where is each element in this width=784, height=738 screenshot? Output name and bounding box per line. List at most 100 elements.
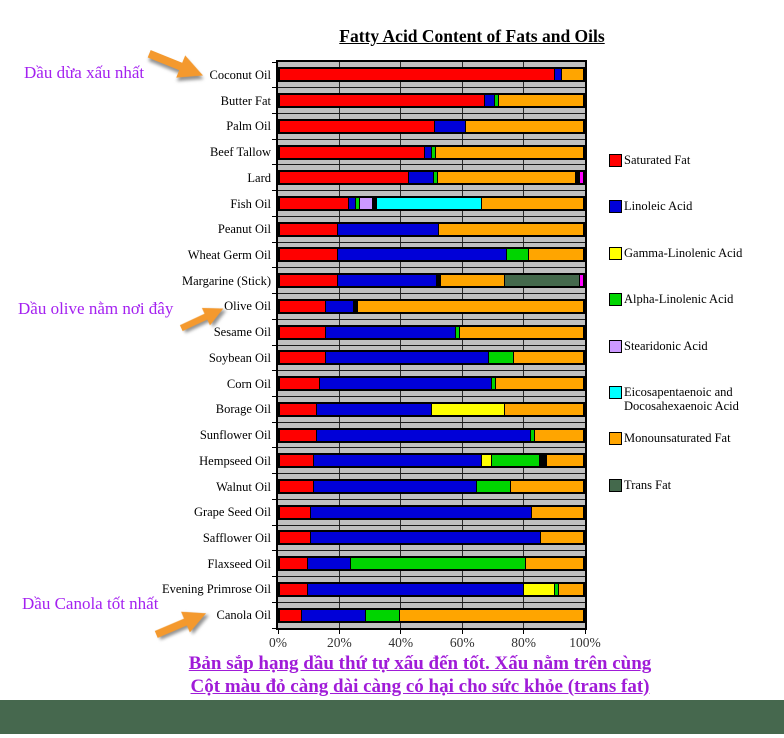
segment-saturated [280, 326, 326, 338]
y-axis-tick [272, 524, 276, 526]
legend-item-alpha: Alpha-Linolenic Acid [609, 292, 734, 307]
y-axis-label: Grape Seed Oil [193, 505, 271, 520]
y-axis-label: Corn Oil [226, 376, 271, 391]
segment-divider [540, 455, 548, 467]
y-axis-label: Lard [247, 170, 271, 185]
segment-mono [358, 300, 583, 312]
y-axis-label: Beef Tallow [209, 145, 271, 160]
segment-divider [436, 275, 441, 287]
segment-mono [514, 352, 583, 364]
y-axis-label: Soybean Oil [208, 350, 271, 365]
segment-linoleic [314, 481, 477, 492]
x-axis-label: 80% [511, 635, 536, 650]
segment-linoleic [313, 455, 482, 467]
segment-saturated [280, 583, 308, 595]
legend-label: Trans Fat [624, 477, 672, 492]
segment-saturated [280, 429, 317, 441]
chart-title: Fatty Acid Content of Fats and Oils [339, 26, 605, 46]
row-gridline [278, 267, 585, 269]
segment-mono [526, 558, 583, 570]
caption-line-2: Cột màu đỏ càng dài càng có hại cho sức … [190, 676, 650, 697]
segment-saturated [280, 506, 312, 518]
y-axis-tick [272, 87, 276, 89]
plot-area [276, 60, 587, 630]
y-axis-label: Evening Primrose Oil [161, 582, 271, 597]
row-gridline [278, 164, 585, 166]
segment-mono [465, 120, 583, 132]
row-gridline [278, 215, 585, 217]
y-axis-tick [272, 190, 276, 192]
y-axis-tick [272, 215, 276, 217]
y-axis-tick [272, 576, 276, 578]
y-axis-tick [272, 318, 276, 320]
bar-evening-primrose-oil [278, 581, 585, 597]
bar-sesame-oil [278, 324, 585, 340]
linoleic-swatch-icon [609, 200, 622, 214]
segment-linoleic [349, 198, 357, 209]
y-axis-label: Walnut Oil [216, 479, 271, 494]
segment-saturated [280, 120, 435, 132]
segment-mono [400, 609, 583, 621]
y-axis-tick [272, 421, 276, 423]
segment-mono [535, 429, 583, 441]
bar-walnut-oil [278, 479, 585, 494]
segment-alpha [492, 378, 496, 390]
legend-label: Alpha-Linolenic Acid [624, 292, 734, 307]
y-axis-label: Wheat Germ Oil [187, 247, 271, 262]
y-axis-label: Sunflower Oil [199, 428, 271, 443]
segment-mono [529, 249, 583, 261]
segment-alpha [489, 352, 514, 364]
segment-linoleic [308, 558, 351, 570]
row-gridline [278, 344, 585, 346]
y-axis-label: Borage Oil [215, 402, 271, 417]
saturated-swatch-icon [609, 154, 622, 167]
segment-mono [505, 403, 583, 415]
x-axis-tick [523, 630, 525, 634]
y-axis-label: Coconut Oil [209, 67, 271, 82]
bar-grape-seed-oil [278, 504, 585, 520]
row-gridline [278, 498, 585, 500]
segment-saturated [280, 403, 317, 415]
row-gridline [278, 601, 585, 603]
olive-arrow-icon [179, 307, 224, 332]
y-axis-tick [272, 627, 276, 629]
segment-gamma [524, 583, 556, 595]
legend-label: Stearidonic Acid [624, 338, 708, 353]
row-gridline [278, 87, 585, 89]
segment-mono [531, 506, 583, 518]
bar-flaxseed-oil [278, 556, 585, 572]
segment-saturated [280, 300, 326, 312]
segment-saturated [280, 481, 314, 492]
segment-alpha [456, 326, 460, 338]
bar-wheat-germ-oil [278, 247, 585, 263]
bar-coconut-oil [278, 67, 585, 83]
segment-linoleic [326, 300, 354, 312]
row-gridline [278, 241, 585, 243]
segment-linoleic [338, 249, 507, 261]
segment-sliver [580, 172, 584, 184]
segment-saturated [280, 558, 308, 570]
bar-beef-tallow [278, 144, 585, 160]
row-gridline [278, 370, 585, 372]
x-axis-label: 40% [388, 635, 414, 650]
y-axis-tick [272, 473, 276, 475]
bar-soybean-oil [278, 350, 585, 366]
bar-palm-oil [278, 118, 585, 134]
y-axis-tick [272, 241, 276, 243]
segment-linoleic [425, 146, 432, 158]
row-gridline [278, 524, 585, 526]
segment-alpha [351, 558, 526, 570]
segment-mono [511, 481, 583, 492]
segment-linoleic [326, 326, 456, 338]
segment-alpha [531, 429, 535, 441]
segment-mono [436, 146, 583, 158]
bar-safflower-oil [278, 530, 585, 546]
legend-item-saturated: Saturated Fat [609, 153, 690, 167]
annotation-olive: Dầu olive nằm nơi đây [18, 299, 174, 318]
y-axis-tick [272, 61, 276, 63]
y-axis-label: Safflower Oil [202, 530, 271, 545]
legend-item-gamma: Gamma-Linolenic Acid [609, 246, 742, 260]
segment-linoleic [338, 223, 439, 235]
x-axis-tick [461, 630, 463, 634]
